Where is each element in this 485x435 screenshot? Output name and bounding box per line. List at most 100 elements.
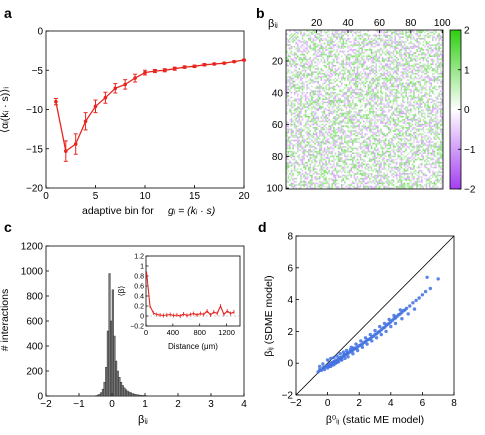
heatmap-cell [329,103,332,105]
heatmap-cell [292,53,294,56]
heatmap-cell [433,55,436,58]
heatmap-cell [306,155,308,158]
heatmap-cell [303,72,305,75]
heatmap-cell [336,111,338,113]
heatmap-cell [287,163,290,166]
heatmap-cell [369,177,371,180]
heatmap-cell [424,37,426,40]
heatmap-cell [380,107,382,110]
heatmap-cell [296,57,299,59]
heatmap-cell [436,119,439,121]
heatmap-cell [336,161,338,164]
heatmap-cell [311,181,313,183]
heatmap-cell [358,165,360,167]
heatmap-cell [414,55,417,58]
heatmap-cell [315,160,318,162]
heatmap-cell [361,136,363,139]
heatmap-cell [406,106,409,108]
heatmap-cell [318,30,321,32]
heatmap-cell [432,107,434,110]
heatmap-cell [289,99,291,102]
heatmap-cell [290,33,293,35]
heatmap-cell [304,123,307,126]
heatmap-cell [389,30,392,32]
heatmap-cell [359,130,362,132]
heatmap-cell [359,171,362,174]
heatmap-cell [441,53,443,56]
heatmap-cell [378,168,381,170]
heatmap-cell [298,146,301,148]
heatmap-cell [355,42,357,45]
heatmap-cell [381,60,384,62]
heatmap-cell [403,44,406,46]
heatmap-cell [296,106,299,108]
heatmap-cell [422,41,425,43]
heatmap-cell [432,31,434,34]
heatmap-cell [340,150,343,153]
heatmap-cell [334,154,337,156]
heatmap-cell [306,58,308,61]
heatmap-cell [367,136,370,139]
heatmap-cell [306,101,308,104]
heatmap-cell [435,52,437,54]
heatmap-cell [361,57,363,59]
heatmap-cell [350,92,352,94]
heatmap-cell [356,171,359,174]
heatmap-cell [356,173,359,175]
heatmap-cell [394,47,396,50]
heatmap-cell [422,79,425,81]
heatmap-cell [422,37,425,40]
heatmap-cell [290,139,293,142]
heatmap-cell [318,95,321,97]
heatmap-cell [289,90,291,93]
heatmap-cell [325,152,327,155]
heatmap-cell [292,85,294,88]
heatmap-cell [333,61,335,64]
heatmap-cell [312,104,315,107]
heatmap-cell [296,114,299,116]
heatmap-cell [311,96,313,99]
heatmap-cell [298,133,301,135]
heatmap-cell [392,95,395,97]
heatmap-cell [399,63,401,65]
heatmap-cell [417,123,420,126]
heatmap-cell [377,161,379,164]
heatmap-cell [370,169,373,172]
heatmap-cell [373,122,376,124]
heatmap-cell [353,168,356,170]
heatmap-cell [334,96,337,99]
heatmap-cell [350,182,352,185]
heatmap-cell [323,79,326,81]
heatmap-cell [344,131,346,134]
heatmap-cell [328,44,330,46]
heatmap-cell [424,125,426,127]
heatmap-cell [318,149,321,151]
heatmap-cell [419,58,422,61]
heatmap-cell [342,92,345,94]
heatmap-cell [362,34,365,37]
heatmap-cell [293,60,296,62]
heatmap-cell [289,55,291,58]
heatmap-cell [361,130,363,132]
heatmap-cell [358,53,360,56]
a-point [83,119,88,124]
heatmap-cell [286,150,288,153]
heatmap-cell [373,57,376,59]
heatmap-cell [355,173,357,175]
heatmap-cell [378,119,381,121]
heatmap-cell [377,37,379,40]
heatmap-cell [320,87,323,89]
heatmap-cell [406,82,409,85]
heatmap-cell [384,45,387,48]
heatmap-cell [328,126,330,129]
heatmap-cell [380,39,382,42]
heatmap-cell [410,88,412,91]
heatmap-cell [417,111,420,113]
heatmap-cell [301,141,304,143]
heatmap-cell [309,58,312,61]
heatmap-cell [312,60,315,62]
heatmap-cell [362,44,365,46]
heatmap-cell [411,30,414,32]
heatmap-cell [342,30,345,32]
heatmap-cell [413,36,415,38]
